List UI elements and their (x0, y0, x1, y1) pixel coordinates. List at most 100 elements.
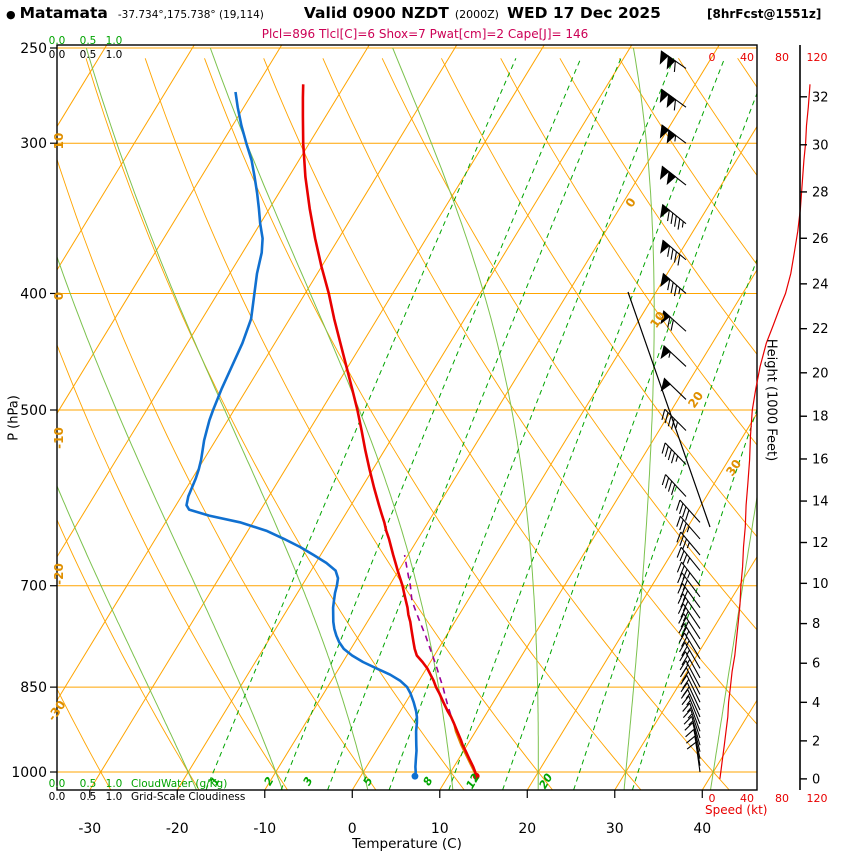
height-tick-label: 6 (812, 657, 820, 672)
mixing-ratio-label: 3 (300, 774, 315, 787)
pressure-tick-label: 500 (20, 403, 47, 419)
sounding-indices: Plcl=896 Tlcl[C]=6 Shox=7 Pwat[cm]=2 Cap… (261, 27, 589, 41)
mixing-ratio-label: 2 (261, 774, 276, 787)
moist-adiabat-line (710, 493, 757, 790)
gridscale-scale-top: 0.5 (80, 49, 97, 61)
moist-adiabat-line (57, 255, 283, 790)
height-tick-label: 12 (812, 536, 829, 551)
isotherm-line (57, 45, 370, 558)
isopleth-label-left: -20 (52, 563, 66, 585)
mixing-ratio-line (631, 407, 757, 790)
gridscale-scale-label: Grid-Scale Cloudiness (131, 791, 245, 803)
mixing-ratio-line (573, 257, 757, 790)
parcel-ascent-curve (403, 554, 452, 715)
speed-tick-label-bottom: 40 (740, 792, 754, 805)
station-coordinates: -37.734°,175.738° (19,114) (117, 9, 264, 21)
gridscale-scale-top: 1.0 (106, 49, 123, 61)
pressure-tick-label: 700 (20, 579, 47, 595)
speed-tick-label-top: 80 (775, 51, 789, 64)
temperature-axis-title: Temperature (C) (352, 836, 462, 852)
cloudwater-scale-bottom: 1.0 (106, 778, 123, 790)
dry-adiabat-line (381, 58, 757, 631)
cloudwater-scale-bottom: 0.5 (80, 778, 97, 790)
height-tick-label: 24 (812, 277, 829, 292)
height-tick-label: 22 (812, 322, 829, 337)
isopleth-label-diagonal: 0 (623, 195, 639, 210)
dry-adiabat-line (85, 58, 465, 790)
mixing-ratio-line (448, 58, 726, 790)
dry-adiabat-line (263, 58, 730, 790)
dry-adiabat-line (57, 687, 112, 790)
dry-adiabat-line (500, 58, 757, 446)
temperature-tick-label: 30 (606, 821, 624, 837)
temperature-tick-label: 20 (518, 821, 536, 837)
temperature-tick-label: 40 (693, 821, 711, 837)
gridscale-scale-bottom: 0.0 (49, 791, 66, 803)
moist-adiabat-line (392, 47, 539, 790)
valid-time: Valid 0900 NZDT (303, 4, 449, 22)
speed-tick-label-bottom: 80 (775, 792, 789, 805)
cloudwater-scale-top: 0.5 (80, 35, 97, 47)
height-tick-label: 4 (812, 696, 820, 711)
temperature-tick-label: -20 (166, 821, 189, 837)
pressure-tick-label: 250 (20, 41, 47, 57)
isotherm-line (439, 268, 757, 790)
height-tick-label: 0 (812, 772, 820, 787)
station-name: Matamata (19, 4, 108, 22)
isotherm-line (351, 125, 757, 790)
height-tick-label: 16 (812, 452, 829, 467)
height-tick-label: 2 (812, 734, 820, 749)
surface-temp-dot (472, 772, 480, 780)
pressure-axis-title: P (hPa) (6, 395, 22, 441)
temperature-tick-label: 10 (431, 821, 449, 837)
dry-adiabat-line (322, 58, 757, 725)
isotherm-line (57, 45, 195, 271)
moist-adiabat-line (209, 47, 454, 790)
station-bullet-icon: ● (6, 8, 16, 21)
dry-adiabat-line (559, 58, 757, 355)
height-tick-label: 32 (812, 90, 829, 105)
gridscale-scale-bottom: 0.5 (80, 791, 97, 803)
plot-frame (56, 44, 758, 791)
dry-adiabat-line (204, 58, 642, 790)
pressure-tick-label: 850 (20, 680, 47, 696)
height-tick-label: 30 (812, 138, 829, 153)
isopleth-label-diagonal: 20 (685, 389, 706, 411)
mixing-ratio-label: 8 (420, 774, 435, 787)
surface-dewpoint-dot (411, 772, 419, 780)
temperature-tick-label: -10 (253, 821, 276, 837)
isopleth-label-left: 0 (52, 292, 66, 300)
forecast-run-info: [8hrFcst@1551z] (706, 7, 822, 21)
isotherm-line (57, 45, 458, 702)
height-tick-label: 8 (812, 617, 820, 632)
gridscale-scale-bottom: 1.0 (106, 791, 123, 803)
isotherm-line (526, 412, 757, 790)
height-tick-label: 14 (812, 495, 829, 510)
height-tick-label: 20 (812, 366, 829, 381)
moist-adiabat-line (623, 47, 655, 790)
isopleth-label-diagonal: 30 (723, 457, 744, 479)
height-tick-label: 10 (812, 577, 829, 592)
cloudwater-scale-label: CloudWater (g/Kg) (131, 778, 227, 790)
pressure-tick-label: 300 (20, 136, 47, 152)
dry-adiabat-line (57, 343, 288, 790)
title-bar: ● Matamata -37.734°,175.738° (19,114) Va… (6, 4, 850, 22)
isotherm-line (89, 45, 545, 790)
dry-adiabat-line (440, 58, 757, 538)
valid-time-utc: (2000Z) (454, 8, 499, 21)
dry-adiabat-line (57, 518, 200, 790)
gridscale-scale-top: 0.0 (49, 49, 66, 61)
dry-adiabat-line (144, 58, 553, 790)
speed-tick-label-top: 40 (740, 51, 754, 64)
isopleth-label-left: 10 (52, 133, 66, 150)
sounding-curves (185, 84, 480, 780)
dry-adiabat-line (737, 58, 757, 88)
cloudwater-scale-bottom: 0.0 (49, 778, 66, 790)
mixing-ratio-line (280, 58, 582, 790)
dry-adiabat-line (57, 157, 377, 790)
pressure-tick-label: 400 (20, 286, 47, 302)
cloudwater-scale-top: 0.0 (49, 35, 66, 47)
mixing-ratio-line (502, 92, 757, 790)
